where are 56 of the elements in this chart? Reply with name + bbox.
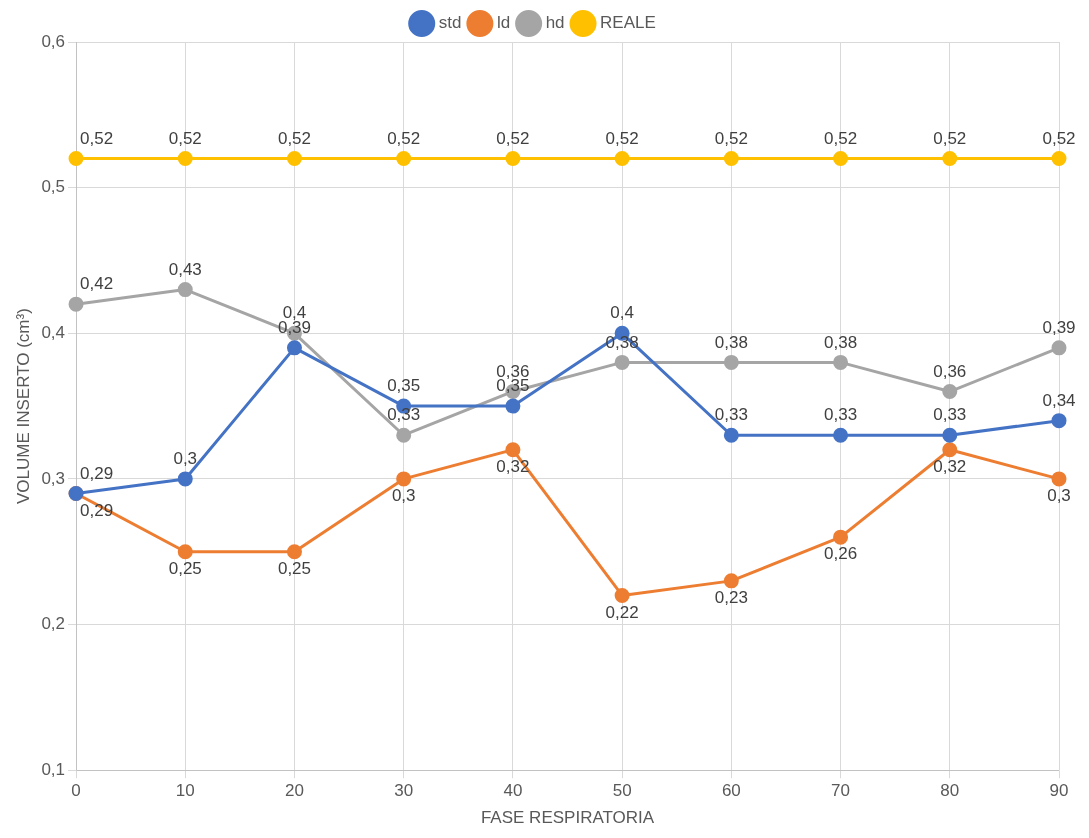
x-tick-label: 40 xyxy=(503,781,523,801)
data-label: 0,52 xyxy=(168,128,202,148)
data-label: 0,52 xyxy=(824,128,858,148)
data-label: 0,25 xyxy=(168,558,202,578)
data-label: 0,38 xyxy=(714,332,748,352)
data-label: 0,52 xyxy=(714,128,748,148)
x-tick-label: 30 xyxy=(394,781,414,801)
data-label: 0,33 xyxy=(387,405,421,425)
y-tick-label: 0,1 xyxy=(41,759,66,779)
data-label: 0,38 xyxy=(824,332,858,352)
x-axis-title: FASE RESPIRATORIA xyxy=(480,808,655,828)
legend-label: hd xyxy=(545,13,565,33)
data-label: 0,33 xyxy=(824,405,858,425)
legend-label: ld xyxy=(496,13,511,33)
data-label: 0,33 xyxy=(933,405,967,425)
data-label: 0,4 xyxy=(610,303,634,323)
x-tick-label: 50 xyxy=(612,781,632,801)
data-label: 0,52 xyxy=(496,128,530,148)
x-tick-label: 10 xyxy=(175,781,195,801)
data-label: 0,52 xyxy=(387,128,421,148)
data-label: 0,36 xyxy=(933,361,967,381)
data-label: 0,23 xyxy=(714,588,748,608)
data-label: 0,52 xyxy=(933,128,967,148)
y-tick-label: 0,6 xyxy=(41,31,66,51)
y-tick-label: 0,2 xyxy=(41,614,66,634)
data-label: 0,3 xyxy=(1047,486,1071,506)
data-label: 0,35 xyxy=(387,376,421,396)
x-tick-label: 90 xyxy=(1049,781,1069,801)
data-label: 0,52 xyxy=(605,128,639,148)
y-tick-label: 0,4 xyxy=(41,322,66,342)
data-label: 0,3 xyxy=(173,449,198,469)
data-label: 0,26 xyxy=(824,544,858,564)
data-label: 0,43 xyxy=(168,259,202,279)
x-tick-label: 20 xyxy=(285,781,304,801)
y-tick-label: 0,5 xyxy=(41,177,66,197)
legend-label: REALE xyxy=(600,13,656,33)
y-tick-label: 0,3 xyxy=(41,468,66,488)
data-label: 0,52 xyxy=(80,128,114,148)
x-tick-label: 60 xyxy=(721,781,741,801)
data-label: 0,39 xyxy=(1042,318,1076,338)
data-label: 0,32 xyxy=(933,456,967,476)
data-label: 0,52 xyxy=(1042,128,1076,148)
x-tick-label: 80 xyxy=(940,781,960,801)
data-label: 0,34 xyxy=(1042,390,1076,410)
legend-label: std xyxy=(438,13,462,33)
x-tick-label: 0 xyxy=(71,781,81,801)
data-label: 0,33 xyxy=(714,405,748,425)
data-label: 0,3 xyxy=(391,486,416,506)
data-label: 0,22 xyxy=(605,602,639,622)
data-label: 0,25 xyxy=(277,558,312,578)
data-label: 0,52 xyxy=(277,128,312,148)
y-axis-title: VOLUME INSERTO (cm³) xyxy=(13,308,33,505)
x-tick-label: 70 xyxy=(831,781,851,801)
data-label: 0,39 xyxy=(277,318,312,338)
data-label: 0,42 xyxy=(80,274,114,294)
data-label: 0,29 xyxy=(80,463,114,483)
